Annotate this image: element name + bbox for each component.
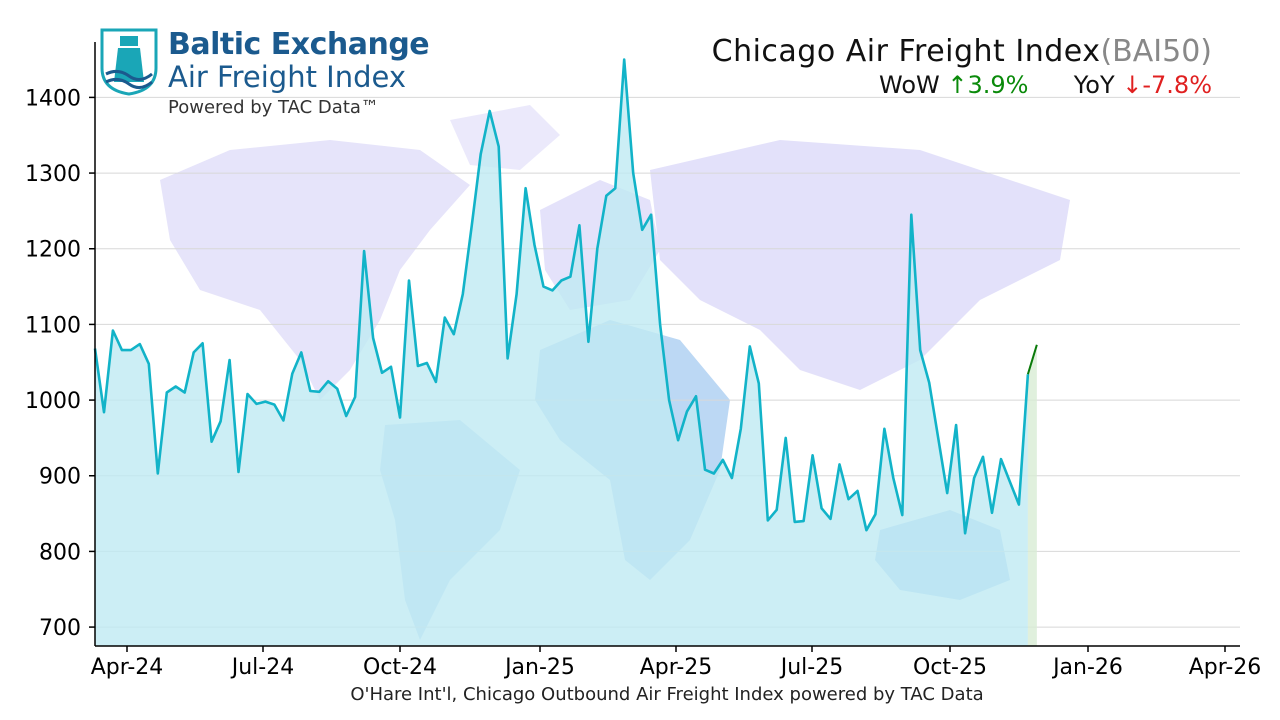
latest-segment <box>1026 344 1038 375</box>
wow-label: WoW <box>879 71 940 99</box>
x-tick-label: Oct-24 <box>363 655 437 680</box>
x-axis: Apr-24 Jul-24 Oct-24 Jan-25 Apr-25 Jul-25 Oct-… <box>91 42 1262 680</box>
area-fill <box>95 59 1028 647</box>
map-asia <box>650 140 1070 390</box>
map-greenland <box>450 105 560 170</box>
chart-caption: O'Hare Int'l, Chicago Outbound Air Freig… <box>350 684 984 705</box>
y-tick-label: 1200 <box>25 238 81 263</box>
yoy-arrow-down-icon: ↓ <box>1122 71 1143 99</box>
y-tick-label: 900 <box>39 465 81 490</box>
y-tick-label: 1400 <box>25 86 81 111</box>
brand-tagline: Powered by TAC Data™ <box>168 97 379 118</box>
yoy-value: -7.8% <box>1142 71 1212 99</box>
lighthouse-logo-icon <box>100 28 158 96</box>
yoy-label: YoY <box>1073 71 1115 99</box>
x-tick-label: Apr-25 <box>640 655 713 680</box>
brand-name: Baltic Exchange <box>168 27 430 62</box>
x-tick-label: Jul-25 <box>779 655 843 680</box>
x-tick-label: Jan-26 <box>1051 655 1123 680</box>
x-tick-label: Jan-25 <box>503 655 575 680</box>
brand-product: Air Freight Index <box>168 60 407 94</box>
y-tick-label: 800 <box>39 540 81 565</box>
wow-arrow-up-icon: ↑ <box>947 71 968 99</box>
x-tick-label: Apr-24 <box>91 655 164 680</box>
plot-area <box>93 58 1038 647</box>
x-tick-label: Jul-24 <box>230 655 294 680</box>
x-tick-label: Oct-25 <box>913 655 987 680</box>
logo: Baltic Exchange Air Freight Index Powere… <box>98 27 430 128</box>
y-tick-label: 1100 <box>25 313 81 338</box>
y-tick-label: 1300 <box>25 162 81 187</box>
latest-area-fill <box>1027 344 1037 646</box>
chart-title: Chicago Air Freight Index <box>711 34 1101 69</box>
index-code: (BAI50) <box>1100 34 1212 69</box>
change-metrics: WoW ↑3.9% YoY ↓-7.8% <box>712 71 1212 99</box>
wow-value: 3.9% <box>967 71 1029 99</box>
chart-title-block: Chicago Air Freight Index(BAI50) WoW ↑3.… <box>712 34 1212 99</box>
x-tick-label: Apr-26 <box>1189 655 1262 680</box>
series-line <box>93 58 1030 535</box>
y-axis: 700 800 900 1000 1100 1200 1300 1400 <box>25 86 95 641</box>
y-tick-label: 1000 <box>25 389 81 414</box>
map-north-america <box>160 140 470 400</box>
y-tick-label: 700 <box>39 616 81 641</box>
